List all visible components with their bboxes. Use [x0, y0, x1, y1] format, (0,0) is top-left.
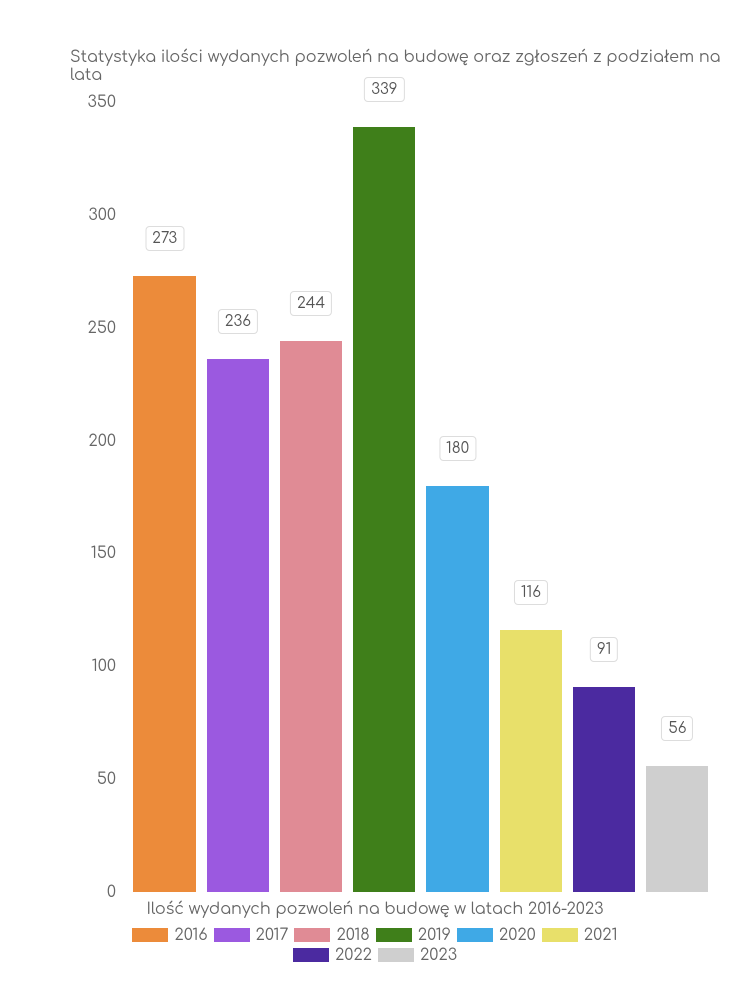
bar [207, 359, 269, 892]
plot-area: 2732362443391801169156 [128, 102, 714, 892]
legend-label: 2018 [336, 926, 369, 944]
legend-swatch [376, 928, 412, 942]
y-tick-label: 350 [56, 93, 116, 111]
bar [573, 687, 635, 892]
bar [500, 630, 562, 892]
bar [353, 127, 415, 892]
legend-swatch [457, 928, 493, 942]
legend-swatch [214, 928, 250, 942]
bar-value-label: 180 [439, 436, 476, 461]
y-tick-label: 300 [56, 206, 116, 224]
bar-value-label: 116 [514, 580, 548, 605]
bar [280, 341, 342, 892]
legend-swatch [542, 928, 578, 942]
legend-swatch [132, 928, 168, 942]
legend-item: 2016 [132, 926, 207, 944]
legend-label: 2016 [174, 926, 207, 944]
bar-value-label: 244 [290, 291, 332, 316]
legend-label: 2021 [584, 926, 618, 944]
bar-value-label: 91 [590, 637, 618, 662]
legend-label: 2023 [420, 946, 457, 964]
legend-item: 2020 [457, 926, 536, 944]
legend-label: 2017 [256, 926, 289, 944]
bar-value-label: 273 [145, 226, 184, 251]
y-tick-label: 0 [56, 883, 116, 901]
legend-item: 2019 [376, 926, 451, 944]
y-tick-label: 100 [56, 657, 116, 675]
x-axis-title: Ilość wydanych pozwoleń na budowę w lata… [0, 900, 750, 918]
legend: 2016 2017 2018 2019 2020 2021 2022 2023 [0, 926, 750, 966]
bar-value-label: 236 [218, 309, 258, 334]
y-tick-label: 250 [56, 319, 116, 337]
bar-chart: Statystyka ilości wydanych pozwoleń na b… [0, 0, 750, 1000]
chart-title: Statystyka ilości wydanych pozwoleń na b… [70, 48, 750, 84]
legend-item: 2022 [293, 946, 372, 964]
y-tick-label: 200 [56, 432, 116, 450]
legend-swatch [293, 948, 329, 962]
legend-item: 2017 [214, 926, 289, 944]
legend-swatch [378, 948, 414, 962]
legend-label: 2019 [418, 926, 451, 944]
bar [426, 486, 488, 892]
legend-item: 2021 [542, 926, 618, 944]
bar-value-label: 56 [661, 716, 693, 741]
legend-label: 2022 [335, 946, 372, 964]
bar [646, 766, 708, 892]
legend-label: 2020 [499, 926, 536, 944]
bar [133, 276, 195, 892]
bar-value-label: 339 [364, 77, 404, 102]
legend-swatch [294, 928, 330, 942]
legend-item: 2023 [378, 946, 457, 964]
legend-item: 2018 [294, 926, 369, 944]
y-tick-label: 150 [56, 544, 116, 562]
y-tick-label: 50 [56, 770, 116, 788]
